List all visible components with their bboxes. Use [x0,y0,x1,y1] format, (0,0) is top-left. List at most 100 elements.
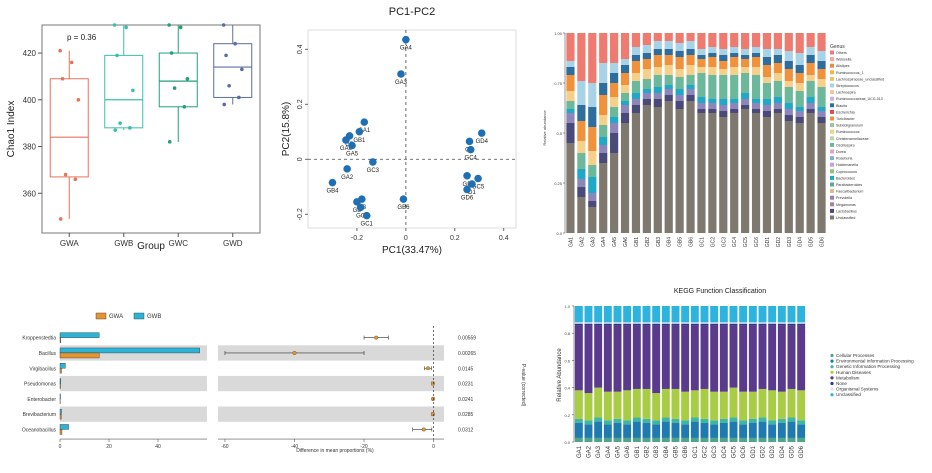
genus-bar-segment [620,113,630,123]
kegg-x-tick-label: GB3 [654,445,660,458]
pca-point-label: GA3 [395,80,408,86]
kegg-bar-segment [594,417,603,422]
ci-x-tick-label: -60 [221,444,228,450]
genus-x-tick-label: GD4 [798,237,804,248]
kegg-legend-swatch [830,359,834,363]
ext-category-label: Virgibacillus [29,366,56,372]
pca-point-label: GB4 [326,189,339,195]
genus-bar-segment [751,99,761,103]
genus-bar-segment [806,97,815,103]
ext-bar-gwb [59,332,100,338]
genus-legend-label: Holdemanella [836,163,858,167]
kegg-x-tick-label: GC5 [732,445,738,458]
kegg-bar-segment [719,418,728,423]
kegg-legend-label: Genetic Information Processing [836,364,901,369]
ci-p-value: 0.0231 [458,382,474,388]
genus-bar-segment [697,109,706,113]
genus-bar-segment [588,201,597,207]
pca-point [355,127,364,136]
kegg-bar-segment [671,325,680,389]
kegg-x-tick-label: GD1 [751,445,757,458]
genus-bar-segment [620,101,630,105]
genus-bar-segment [708,113,717,233]
kegg-bar-segment [739,325,748,392]
kegg-bar-segment [584,306,593,323]
genus-bar-segment [795,83,804,91]
genus-bar-segment [730,109,739,113]
genus-bar-segment [751,53,761,57]
kegg-bar-segment [710,420,719,425]
genus-bar-segment [784,81,793,87]
genus-bar-segment [610,133,619,153]
genus-legend-swatch [830,109,834,114]
kegg-bar-segment [642,306,651,323]
pca-point [343,165,351,173]
genus-legend-label: Roseburia [836,157,852,161]
ci-point [430,412,435,417]
ci-point [292,351,297,355]
kegg-bar-segment [632,325,641,389]
kegg-bar-segment [690,306,699,323]
kegg-bar-segment [574,306,583,323]
kegg-bar-segment [594,437,603,442]
genus-bar-segment [806,103,815,109]
genus-bar-segment [588,151,597,165]
pca-y-axis-label: PC2(15.8%) [281,102,292,156]
kegg-bar-segment [719,323,728,326]
genus-bar-segment [719,61,728,69]
kegg-bar-segment [739,322,748,324]
genus-bar-segment [631,105,641,113]
kegg-bar-segment [719,306,728,323]
kegg-bar-segment [710,323,719,326]
ci-point [426,366,430,371]
kegg-bar-segment [700,322,709,324]
genus-legend-label: Turicibacter [836,117,855,121]
kegg-bar-segment [700,418,709,423]
genus-bar-segment [817,111,826,117]
kegg-bar-segment [671,322,680,324]
pca-point-label: GD6 [461,196,474,202]
kegg-bar-segment [787,417,796,422]
genus-x-tick-label: GA5 [612,237,618,247]
ext-x-tick-label: 40 [155,444,161,450]
genus-bar-segment [620,65,630,73]
kegg-x-tick-label: GA5 [616,445,622,458]
ext-bar-gwb [59,408,62,415]
pca-point-label: GA4 [400,46,413,52]
kegg-bar-segment [719,437,728,442]
genus-bar-segment [817,117,826,123]
kegg-bar-segment [777,437,786,442]
genus-bar-segment [708,57,717,67]
ci-p-value: 0.0241 [458,397,474,403]
genus-legend-label: Subdoligranulum [836,124,863,128]
kegg-bar-segment [758,388,767,418]
kegg-bar-segment [710,391,719,421]
kegg-bar-segment [758,437,767,442]
genus-bar-segment [610,63,619,73]
kegg-bar-segment [758,421,767,438]
genus-legend-label: Dorea [836,150,846,154]
genus-legend-title: Genus [830,44,845,50]
boxplot-point [131,88,135,93]
genus-bar-segment [697,33,706,49]
genus-bar-segment [708,67,717,75]
boxplot-box [104,54,144,129]
genus-bar-segment [577,197,586,233]
kegg-y-tick-label: 0.8 [564,331,570,336]
boxplot-x-tick-label: GWA [60,239,79,248]
kegg-bar-segment [748,418,757,423]
kegg-bar-segment [613,322,622,324]
kegg-bar-segment [700,306,709,323]
genus-bar-segment [642,93,651,99]
genus-bar-segment [784,87,793,103]
kegg-bar-segment [777,418,786,423]
pca-y-tick-label: 0.2 [297,99,304,109]
kegg-bar-segment [574,322,583,324]
pca-y-tick-label: -0.2 [297,208,304,220]
pca-point [463,171,471,180]
pca-point-label: GA1 [358,128,371,134]
boxplot-box [49,78,89,178]
pca-point-label: GB [353,208,362,214]
ext-bar-gwa [59,429,63,435]
kegg-bar-segment [797,424,806,438]
